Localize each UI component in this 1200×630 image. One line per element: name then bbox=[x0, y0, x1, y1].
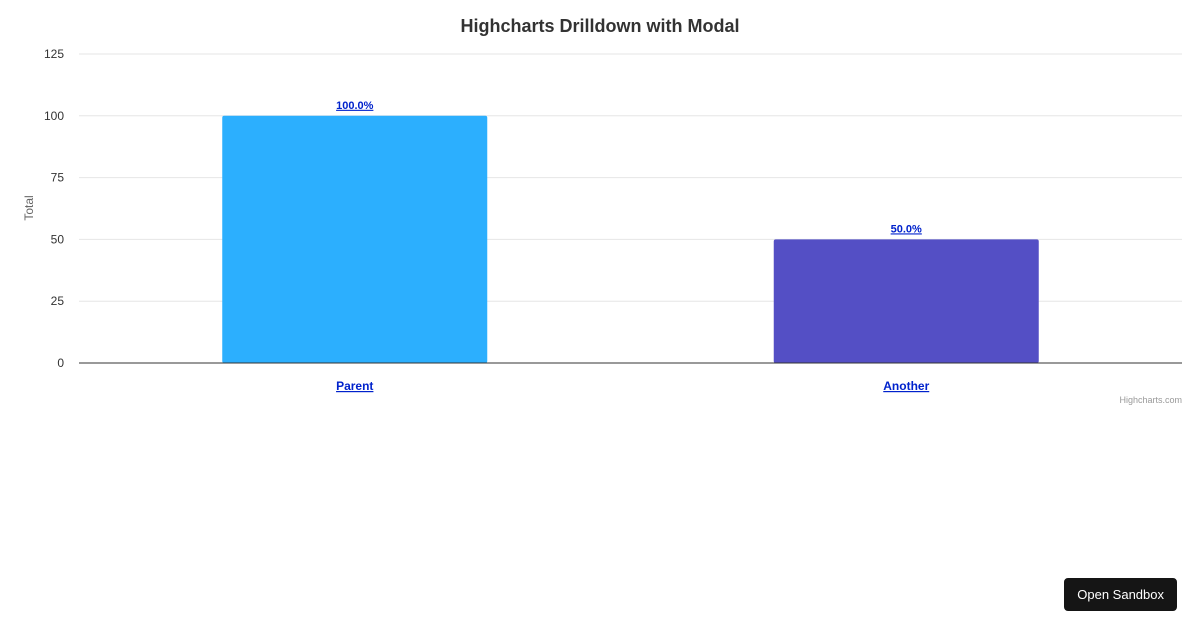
y-axis-title: Total bbox=[22, 195, 36, 220]
y-tick-label: 75 bbox=[51, 171, 65, 185]
y-tick-label: 25 bbox=[51, 294, 65, 308]
bars bbox=[222, 115, 1039, 363]
bar-another[interactable] bbox=[773, 239, 1039, 363]
bar-parent[interactable] bbox=[222, 115, 488, 363]
category-label-another[interactable]: Another bbox=[883, 379, 929, 393]
chart-title: Highcharts Drilldown with Modal bbox=[461, 16, 740, 36]
open-sandbox-button[interactable]: Open Sandbox bbox=[1064, 578, 1177, 611]
x-axis-categories: Parent Another bbox=[336, 379, 930, 393]
y-tick-label: 100 bbox=[44, 109, 64, 123]
data-labels: 100.0% 50.0% bbox=[336, 100, 922, 236]
credits-link[interactable]: Highcharts.com bbox=[1119, 395, 1182, 405]
data-label-another[interactable]: 50.0% bbox=[891, 223, 922, 235]
y-tick-label: 50 bbox=[51, 232, 65, 246]
category-label-parent[interactable]: Parent bbox=[336, 379, 373, 393]
y-tick-label: 125 bbox=[44, 47, 64, 61]
bar-chart: Highcharts Drilldown with Modal Total 0 2… bbox=[22, 16, 1182, 405]
y-axis-ticks: 0 25 50 75 100 125 bbox=[44, 47, 64, 370]
chart-container: Highcharts Drilldown with Modal Total 0 2… bbox=[22, 16, 1182, 405]
y-tick-label: 0 bbox=[57, 356, 64, 370]
data-label-parent[interactable]: 100.0% bbox=[336, 100, 374, 112]
